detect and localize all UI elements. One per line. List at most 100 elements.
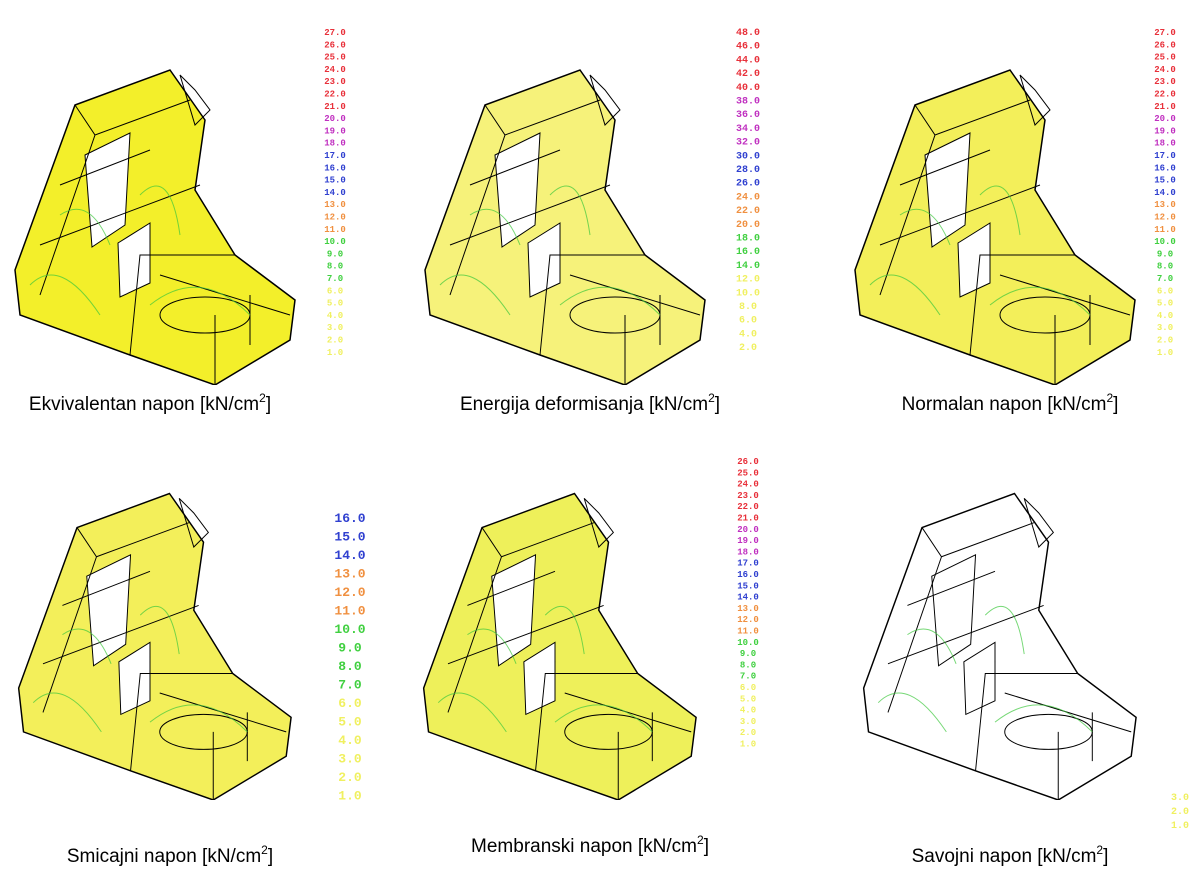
legend-label: 8.0 bbox=[1157, 262, 1173, 272]
legend-label: 8.0 bbox=[327, 262, 343, 272]
legend-label: 26.0 bbox=[737, 457, 759, 467]
legend-label: 15.0 bbox=[334, 530, 365, 545]
legend-label: 2.0 bbox=[338, 770, 362, 785]
legend-label: 18.0 bbox=[1154, 139, 1176, 149]
legend-label: 4.0 bbox=[740, 706, 756, 716]
legend-label: 4.0 bbox=[327, 311, 343, 321]
legend-label: 21.0 bbox=[1154, 102, 1176, 112]
legend-label: 5.0 bbox=[327, 299, 343, 309]
legend-label: 1.0 bbox=[1157, 348, 1173, 358]
legend-label: 14.0 bbox=[334, 548, 365, 563]
legend-label: 2.0 bbox=[740, 728, 756, 738]
legend-label: 12.0 bbox=[1154, 213, 1176, 223]
legend-label: 10.0 bbox=[324, 237, 346, 247]
legend-label: 18.0 bbox=[736, 234, 760, 245]
legend-label: 16.0 bbox=[736, 247, 760, 258]
legend-label: 3.0 bbox=[1171, 793, 1189, 804]
legend-label: 11.0 bbox=[737, 627, 759, 637]
legend-label: 7.0 bbox=[740, 672, 756, 682]
legend-label: 15.0 bbox=[324, 176, 346, 186]
legend-label: 20.0 bbox=[324, 114, 346, 124]
caption-close: ] bbox=[1113, 394, 1118, 415]
drawings bbox=[14, 69, 1137, 800]
legend-label: 17.0 bbox=[324, 151, 346, 161]
legend-label: 30.0 bbox=[736, 151, 760, 162]
legend-label: 26.0 bbox=[1154, 40, 1176, 50]
legend-label: 10.0 bbox=[737, 638, 759, 648]
legend-label: 4.0 bbox=[1157, 311, 1173, 321]
legend-label: 4.0 bbox=[338, 733, 362, 748]
legend-label: 11.0 bbox=[334, 604, 365, 619]
caption-close: ] bbox=[1103, 846, 1108, 867]
legend-label: 19.0 bbox=[324, 126, 346, 136]
legend-label: 6.0 bbox=[338, 696, 362, 711]
caption-close: ] bbox=[704, 836, 709, 857]
legend-label: 28.0 bbox=[736, 165, 760, 176]
legend-label: 18.0 bbox=[324, 139, 346, 149]
legend-label: 5.0 bbox=[338, 715, 362, 730]
legend-label: 24.0 bbox=[1154, 65, 1176, 75]
legend-label: 10.0 bbox=[334, 622, 365, 637]
legend-label: 32.0 bbox=[736, 138, 760, 149]
legend-label: 7.0 bbox=[338, 678, 362, 693]
caption-text: Ekvivalentan napon [kN/cm bbox=[29, 394, 259, 415]
model-view bbox=[424, 69, 706, 385]
legend-label: 9.0 bbox=[327, 249, 343, 259]
legend-label: 9.0 bbox=[338, 641, 362, 656]
legend-label: 21.0 bbox=[324, 102, 346, 112]
legend-label: 21.0 bbox=[737, 514, 759, 524]
legend-label: 8.0 bbox=[739, 302, 757, 313]
legend-label: 25.0 bbox=[324, 53, 346, 63]
legend-label: 26.0 bbox=[324, 40, 346, 50]
caption-close: ] bbox=[268, 846, 273, 867]
legend-label: 11.0 bbox=[324, 225, 346, 235]
legend-label: 48.0 bbox=[736, 28, 760, 39]
legend-label: 13.0 bbox=[334, 567, 365, 582]
legend-label: 19.0 bbox=[737, 536, 759, 546]
legend-label: 14.0 bbox=[736, 261, 760, 272]
legend-label: 12.0 bbox=[334, 585, 365, 600]
legend-label: 24.0 bbox=[736, 192, 760, 203]
legend-label: 13.0 bbox=[737, 604, 759, 614]
legend-label: 23.0 bbox=[737, 491, 759, 501]
model-view bbox=[14, 69, 296, 385]
legend-label: 10.0 bbox=[1154, 237, 1176, 247]
legend-label: 2.0 bbox=[739, 343, 757, 354]
legend-label: 2.0 bbox=[1171, 807, 1189, 818]
legend-label: 26.0 bbox=[736, 179, 760, 190]
legend-label: 3.0 bbox=[338, 752, 362, 767]
caption: Savojni napon [kN/cm2] bbox=[912, 843, 1109, 867]
legend-label: 7.0 bbox=[1157, 274, 1173, 284]
caption: Smicajni napon [kN/cm2] bbox=[67, 843, 273, 867]
legend-label: 22.0 bbox=[737, 502, 759, 512]
legend-label: 20.0 bbox=[1154, 114, 1176, 124]
caption-text: Membranski napon [kN/cm bbox=[471, 836, 697, 857]
caption: Energija deformisanja [kN/cm2] bbox=[460, 391, 720, 415]
legend-label: 9.0 bbox=[740, 649, 756, 659]
legend-label: 13.0 bbox=[324, 200, 346, 210]
caption-sup: 2 bbox=[1096, 843, 1103, 857]
legend-label: 3.0 bbox=[327, 323, 343, 333]
legend-label: 7.0 bbox=[327, 274, 343, 284]
legend-label: 16.0 bbox=[1154, 163, 1176, 173]
caption-text: Savojni napon [kN/cm bbox=[912, 846, 1097, 867]
legend-label: 16.0 bbox=[737, 570, 759, 580]
legend-label: 14.0 bbox=[1154, 188, 1176, 198]
legend-label: 36.0 bbox=[736, 110, 760, 121]
legend-label: 14.0 bbox=[324, 188, 346, 198]
legend-label: 15.0 bbox=[737, 581, 759, 591]
legend-label: 8.0 bbox=[338, 659, 362, 674]
legend-label: 27.0 bbox=[324, 28, 346, 38]
legend-label: 6.0 bbox=[739, 316, 757, 327]
model-view bbox=[17, 492, 292, 800]
legend-label: 27.0 bbox=[1154, 28, 1176, 38]
legend-label: 15.0 bbox=[1154, 176, 1176, 186]
legend-label: 5.0 bbox=[1157, 299, 1173, 309]
legend-label: 1.0 bbox=[740, 740, 756, 750]
legend-label: 20.0 bbox=[736, 220, 760, 231]
legend-label: 25.0 bbox=[1154, 53, 1176, 63]
legend-label: 13.0 bbox=[1154, 200, 1176, 210]
model-view bbox=[862, 492, 1137, 800]
legend-label: 46.0 bbox=[736, 42, 760, 53]
